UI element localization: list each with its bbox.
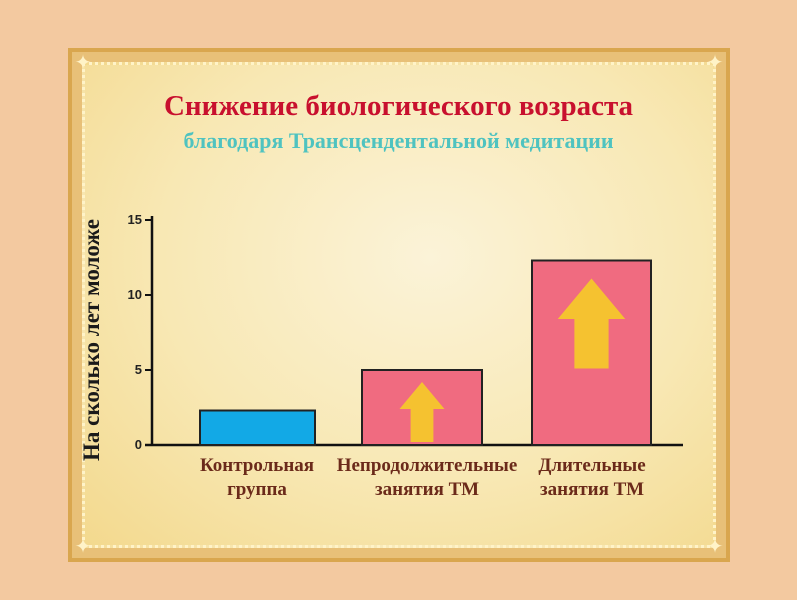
x-tick-label: Непродолжительные занятия ТМ: [336, 455, 518, 500]
corner-ornament-icon: ✦: [74, 52, 92, 74]
y-tick-label: 10: [127, 287, 142, 302]
corner-ornament-icon: ✦: [74, 536, 92, 558]
chart-title: Снижение биологического возраста: [163, 90, 634, 122]
up-arrow-icon: [399, 382, 445, 442]
corner-ornament-icon: ✦: [706, 536, 724, 558]
y-tick-label: 0: [134, 437, 142, 452]
x-tick-label: Длительные занятия ТМ: [538, 455, 646, 500]
y-tick-label: 5: [134, 362, 142, 377]
chart-subtitle: благодаря Трансцендентальной медитации: [183, 128, 614, 153]
corner-ornament-icon: ✦: [706, 52, 724, 74]
bar: [199, 409, 316, 446]
up-arrow-icon: [557, 278, 626, 369]
y-tick-label: 15: [127, 212, 142, 227]
x-tick-label: Контрольная группа: [199, 455, 315, 500]
